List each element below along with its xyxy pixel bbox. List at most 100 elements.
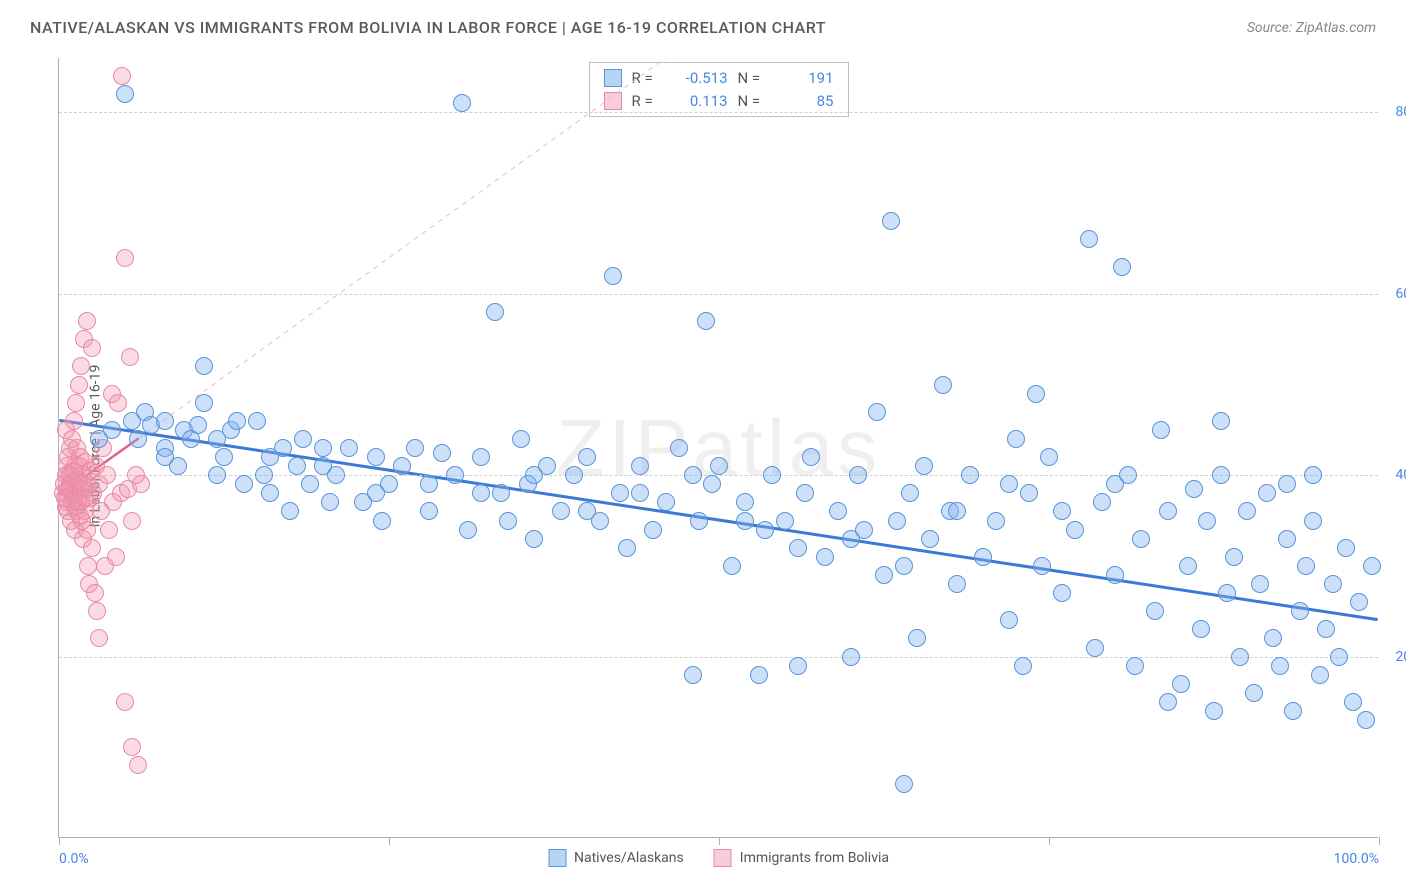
data-point — [83, 339, 101, 357]
data-point — [123, 512, 141, 530]
data-point — [156, 412, 174, 430]
data-point — [1000, 611, 1018, 629]
data-point — [367, 484, 385, 502]
data-point — [1212, 466, 1230, 484]
data-point — [459, 521, 477, 539]
data-point — [72, 357, 90, 375]
data-point — [1152, 421, 1170, 439]
data-point — [1304, 466, 1322, 484]
source-attribution: Source: ZipAtlas.com — [1247, 20, 1376, 36]
x-tick — [1379, 837, 1380, 845]
data-point — [76, 489, 94, 507]
data-point — [1132, 530, 1150, 548]
data-point — [420, 502, 438, 520]
data-point — [1258, 484, 1276, 502]
data-point — [1020, 484, 1038, 502]
data-point — [100, 521, 118, 539]
data-point — [908, 629, 926, 647]
y-tick-label: 80.0% — [1395, 104, 1406, 120]
data-point — [618, 539, 636, 557]
data-point — [65, 412, 83, 430]
data-point — [703, 475, 721, 493]
data-point — [1113, 258, 1131, 276]
data-point — [70, 457, 88, 475]
data-point — [261, 448, 279, 466]
legend-label-2: Immigrants from Bolivia — [740, 850, 889, 866]
data-point — [420, 475, 438, 493]
data-point — [895, 775, 913, 793]
data-point — [492, 484, 510, 502]
data-point — [123, 738, 141, 756]
gridline — [59, 294, 1378, 295]
data-point — [255, 466, 273, 484]
n-label: N = — [738, 90, 774, 113]
data-point — [73, 512, 91, 530]
data-point — [789, 657, 807, 675]
data-point — [1251, 575, 1269, 593]
stats-row-series1: R = -0.513 N = 191 — [604, 67, 834, 90]
data-point — [1033, 557, 1051, 575]
swatch-pink-icon — [604, 92, 622, 110]
x-tick-label: 0.0% — [59, 851, 89, 867]
data-point — [829, 502, 847, 520]
data-point — [961, 466, 979, 484]
data-point — [446, 466, 464, 484]
data-point — [103, 421, 121, 439]
r-value-1: -0.513 — [678, 67, 728, 90]
data-point — [901, 484, 919, 502]
data-point — [78, 312, 96, 330]
data-point — [842, 530, 860, 548]
n-value-2: 85 — [784, 90, 834, 113]
data-point — [83, 539, 101, 557]
data-point — [1159, 502, 1177, 520]
data-point — [1000, 475, 1018, 493]
data-point — [849, 466, 867, 484]
data-point — [1284, 702, 1302, 720]
data-point — [789, 539, 807, 557]
data-point — [796, 484, 814, 502]
legend-label-1: Natives/Alaskans — [574, 850, 684, 866]
data-point — [1304, 512, 1322, 530]
data-point — [314, 457, 332, 475]
data-point — [842, 648, 860, 666]
data-point — [340, 439, 358, 457]
data-point — [736, 493, 754, 511]
data-point — [657, 493, 675, 511]
data-point — [215, 448, 233, 466]
data-point — [1238, 502, 1256, 520]
data-point — [367, 448, 385, 466]
data-point — [948, 502, 966, 520]
y-tick-label: 40.0% — [1395, 467, 1406, 483]
data-point — [314, 439, 332, 457]
data-point — [393, 457, 411, 475]
stats-row-series2: R = 0.113 N = 85 — [604, 90, 834, 113]
data-point — [578, 448, 596, 466]
data-point — [1007, 430, 1025, 448]
n-value-1: 191 — [784, 67, 834, 90]
data-point — [1192, 620, 1210, 638]
x-tick-label: 100.0% — [1334, 851, 1379, 867]
data-point — [868, 403, 886, 421]
data-point — [70, 376, 88, 394]
data-point — [116, 693, 134, 711]
data-point — [921, 530, 939, 548]
data-point — [1106, 475, 1124, 493]
data-point — [1297, 557, 1315, 575]
data-point — [1040, 448, 1058, 466]
data-point — [1086, 639, 1104, 657]
data-point — [1245, 684, 1263, 702]
data-point — [697, 312, 715, 330]
data-point — [974, 548, 992, 566]
legend-item-series2: Immigrants from Bolivia — [714, 849, 889, 867]
data-point — [1205, 702, 1223, 720]
data-point — [1225, 548, 1243, 566]
data-point — [1324, 575, 1342, 593]
data-point — [1212, 412, 1230, 430]
gridline — [59, 657, 1378, 658]
data-point — [121, 348, 139, 366]
y-tick-label: 20.0% — [1395, 649, 1406, 665]
data-point — [1172, 675, 1190, 693]
data-point — [1106, 566, 1124, 584]
data-point — [776, 512, 794, 530]
data-point — [129, 430, 147, 448]
